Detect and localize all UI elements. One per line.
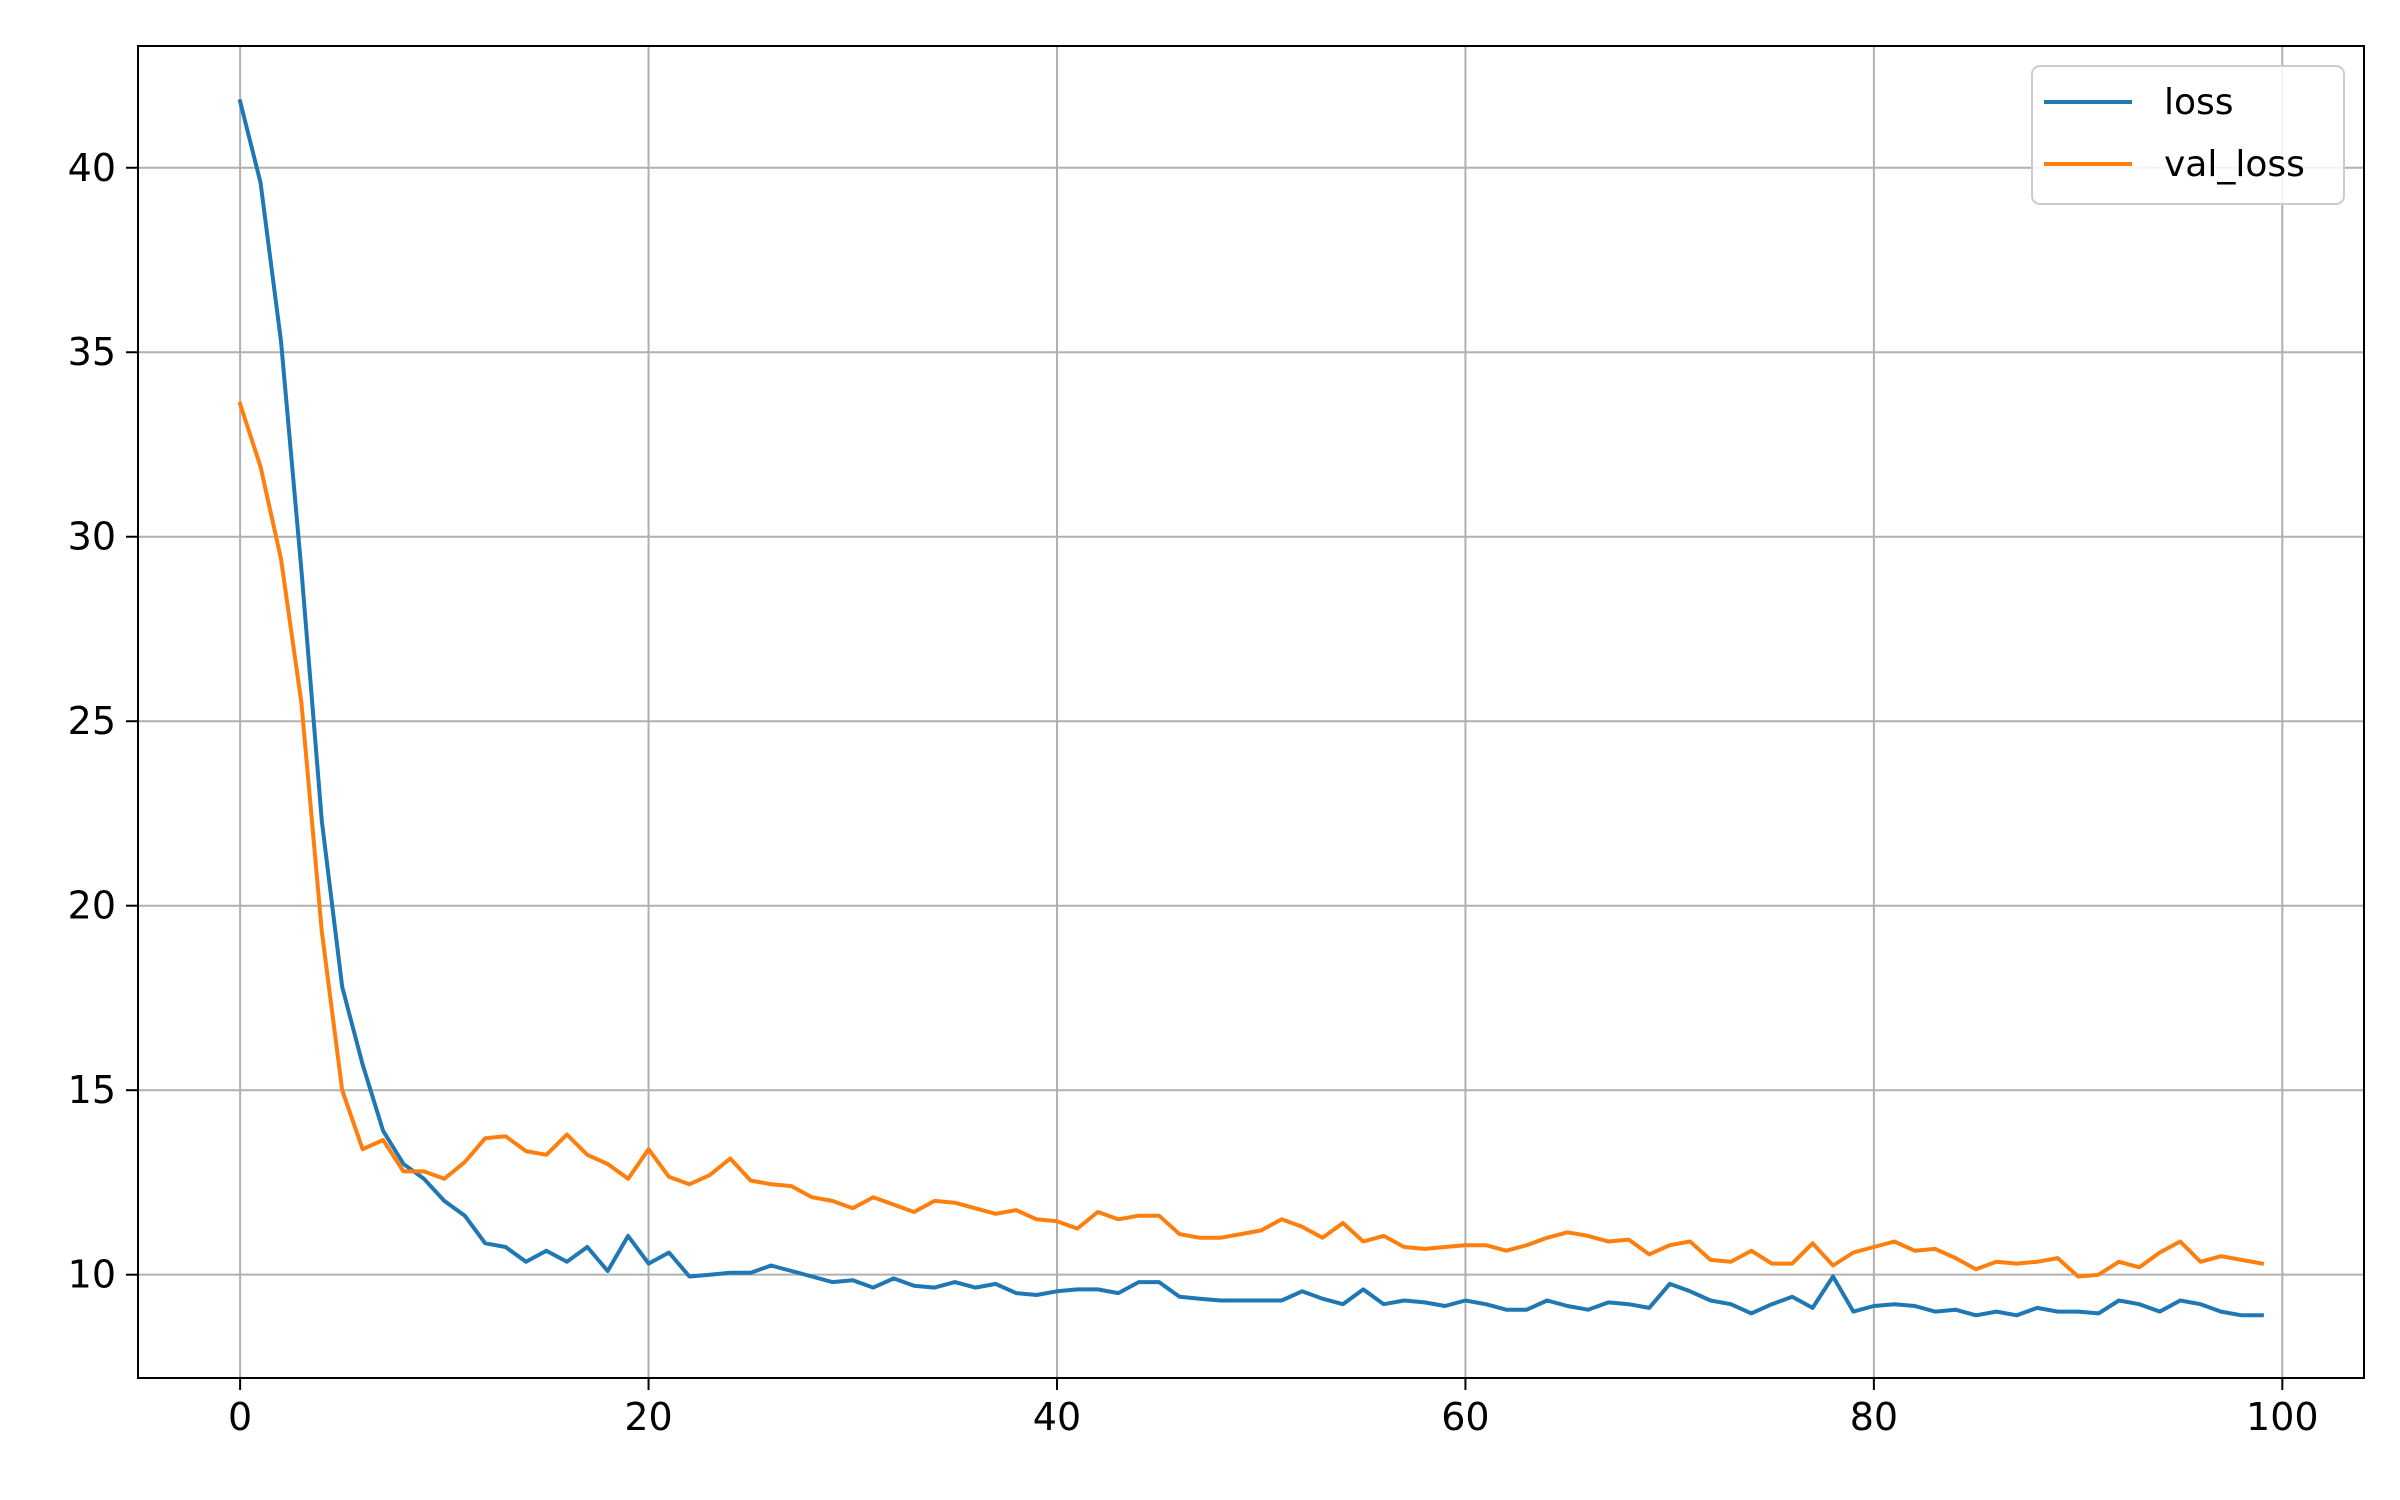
y-tick-label: 35: [68, 330, 116, 374]
x-tick-label: 80: [1850, 1395, 1898, 1439]
grid-lines: [138, 46, 2364, 1378]
legend: loss val_loss: [2031, 65, 2345, 205]
y-tick-label: 10: [68, 1253, 116, 1297]
y-tick-label: 20: [68, 884, 116, 928]
y-tick-label: 25: [68, 699, 116, 743]
x-tick-label: 0: [228, 1395, 252, 1439]
x-tick-label: 100: [2246, 1395, 2319, 1439]
series-line-loss: [237, 98, 2264, 1318]
legend-label-val-loss: val_loss: [2164, 144, 2305, 185]
axis-ticks: 0 20 40 60 80 100 10 15 20 25 30 35 40: [68, 146, 2319, 1439]
x-tick-label: 40: [1033, 1395, 1081, 1439]
y-tick-label: 30: [68, 515, 116, 559]
legend-label-loss: loss: [2164, 82, 2234, 123]
plot-frame: [137, 45, 2365, 1379]
y-tick-label: 40: [68, 146, 116, 190]
series-line-val-loss: [237, 401, 2265, 1279]
y-tick-label: 15: [68, 1068, 116, 1112]
x-tick-label: 20: [624, 1395, 672, 1439]
x-tick-label: 60: [1441, 1395, 1489, 1439]
series-lines: [237, 98, 2265, 1318]
